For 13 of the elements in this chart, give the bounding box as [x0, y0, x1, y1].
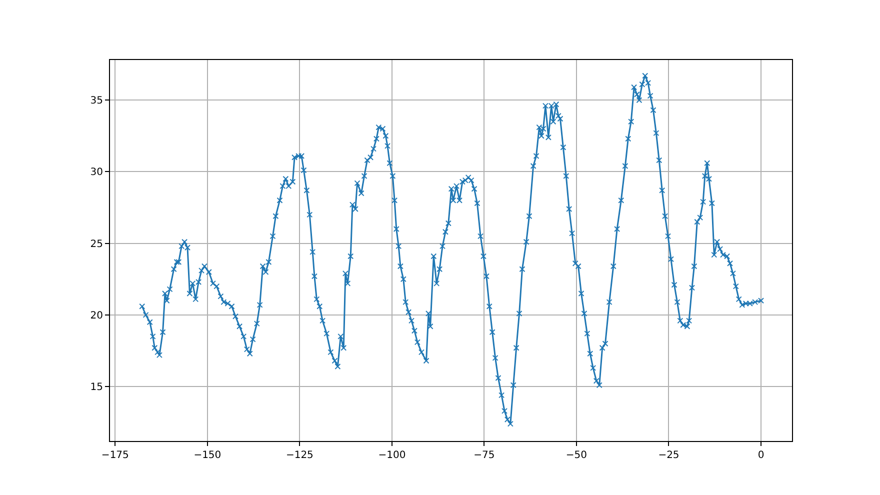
x-tick-label: −150: [194, 450, 222, 461]
x-tick-label: −175: [101, 450, 129, 461]
x-tick-label: −125: [286, 450, 314, 461]
y-tick-label: 25: [90, 238, 103, 250]
x-tick-label: −25: [658, 450, 680, 461]
x-tick-label: −50: [566, 450, 588, 461]
x-tick-label: −100: [378, 450, 406, 461]
y-tick-label: 35: [90, 96, 103, 107]
y-tick-label: 15: [90, 382, 103, 394]
x-tick-label: 0: [758, 450, 764, 461]
y-tick-label: 30: [90, 167, 103, 178]
y-tick-label: 20: [90, 310, 103, 322]
x-tick-label: −75: [474, 450, 495, 461]
